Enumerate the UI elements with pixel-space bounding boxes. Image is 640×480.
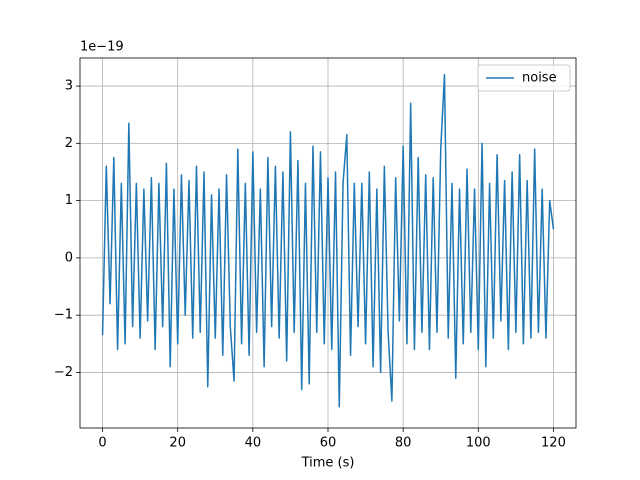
y-tick-label: 0 (65, 250, 73, 265)
y-tick-label: 2 (65, 136, 73, 151)
x-tick-label: 40 (245, 436, 262, 451)
line (101, 73, 555, 408)
x-tick-label: 0 (98, 436, 106, 451)
x-tick-label: 60 (320, 436, 337, 451)
y-tick-label: −1 (54, 308, 73, 323)
y-tick-label: 1 (65, 193, 73, 208)
x-axis-label: Time (s) (301, 456, 355, 471)
axes-frame (79, 57, 577, 429)
y-tick-label: 3 (65, 79, 73, 94)
x-tick-label: 120 (541, 436, 566, 451)
y-offset-label: 1e−19 (80, 40, 124, 55)
legend-box (477, 64, 571, 92)
legend-label: noise (522, 71, 557, 86)
y-tick-label: −2 (54, 365, 73, 380)
x-tick-label: 20 (169, 436, 186, 451)
x-tick-label: 80 (395, 436, 412, 451)
x-tick-label: 100 (466, 436, 491, 451)
